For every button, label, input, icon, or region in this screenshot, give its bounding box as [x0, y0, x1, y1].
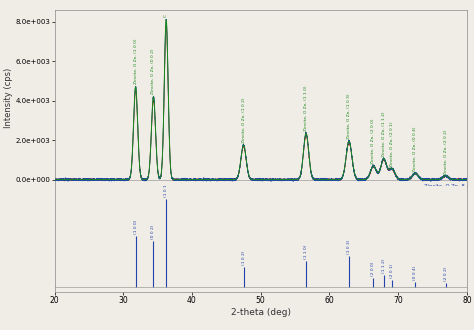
Text: Zincite, O Zn, (1 1 2): Zincite, O Zn, (1 1 2) — [382, 112, 386, 157]
Text: (2 0 0): (2 0 0) — [372, 261, 375, 276]
Text: Zincite, O Zn, 8: Zincite, O Zn, 8 — [424, 184, 465, 189]
Text: (1 0 3): (1 0 3) — [347, 239, 351, 254]
Text: Zincite, O Zn, (1 0 2): Zincite, O Zn, (1 0 2) — [242, 98, 246, 143]
Text: C: C — [164, 14, 168, 17]
Text: Zincite, O Zn, (1 0 3): Zincite, O Zn, (1 0 3) — [347, 94, 351, 139]
Y-axis label: Intensity (cps): Intensity (cps) — [4, 68, 13, 128]
Text: (1 0 0): (1 0 0) — [134, 219, 137, 234]
Text: (1 1 0): (1 1 0) — [304, 245, 308, 259]
Text: Zincite, O Zn, (2 0 2): Zincite, O Zn, (2 0 2) — [444, 129, 447, 175]
Text: Zincite, O Zn, (0 0 4): Zincite, O Zn, (0 0 4) — [413, 127, 417, 172]
Text: (2 0 1): (2 0 1) — [390, 263, 394, 278]
Text: Zincite, O Zn, (2 0 1): Zincite, O Zn, (2 0 1) — [390, 122, 394, 167]
Text: (1 1 2): (1 1 2) — [382, 259, 386, 273]
Text: Zincite, O Zn, (2 0 0): Zincite, O Zn, (2 0 0) — [372, 119, 375, 164]
Text: Zincite, O Zn, (0 0 2): Zincite, O Zn, (0 0 2) — [152, 48, 155, 94]
Text: Zincite, O Zn, (1 0 0): Zincite, O Zn, (1 0 0) — [134, 38, 137, 84]
Text: (0 0 4): (0 0 4) — [413, 266, 417, 280]
Text: (2 0 2): (2 0 2) — [444, 267, 447, 281]
Text: Zincite, O Zn, (1 1 0): Zincite, O Zn, (1 1 0) — [304, 86, 308, 131]
Text: (1 0 2): (1 0 2) — [242, 251, 246, 265]
Text: (0 0 2): (0 0 2) — [152, 224, 155, 239]
X-axis label: 2-theta (deg): 2-theta (deg) — [231, 308, 291, 317]
Text: (1 0 1): (1 0 1) — [164, 182, 168, 197]
